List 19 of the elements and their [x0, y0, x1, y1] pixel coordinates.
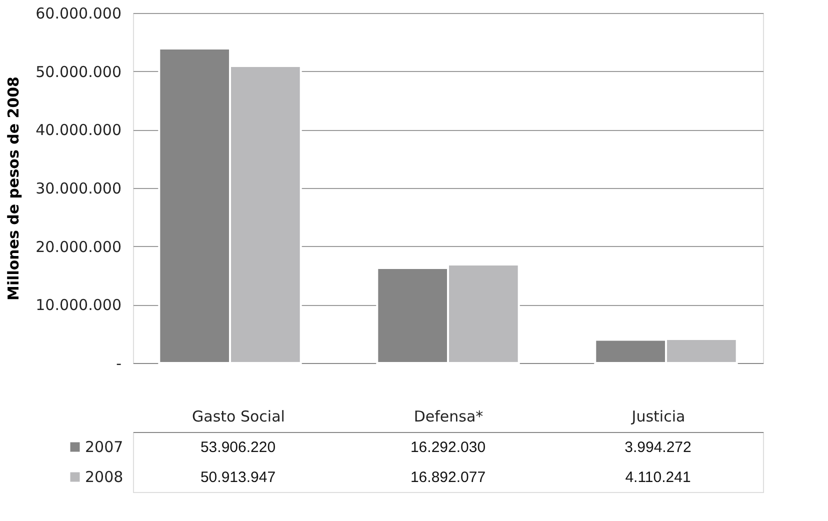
- data-label: 3.994.272: [624, 439, 692, 456]
- data-label: 4.110.241: [625, 469, 691, 486]
- legend-label: 2008: [85, 468, 124, 486]
- x-tick-label: Gasto Social: [192, 408, 285, 426]
- y-tick-label: 60.000.000: [36, 4, 122, 22]
- y-tick-label: -: [116, 354, 122, 372]
- y-tick-label: 40.000.000: [36, 121, 122, 140]
- y-axis-title: Millones de pesos de 2008: [4, 76, 23, 300]
- data-label: 16.292.030: [410, 439, 486, 456]
- y-tick-label: 20.000.000: [36, 238, 122, 256]
- x-tick-label: Justicia: [630, 408, 686, 426]
- y-tick-label: 10.000.000: [36, 296, 122, 314]
- legend-label: 2007: [85, 438, 124, 456]
- y-tick-label: 30.000.000: [36, 180, 122, 198]
- data-label: 16.892.077: [410, 469, 486, 486]
- y-tick-label: 50.000.000: [36, 62, 122, 81]
- data-label: 50.913.947: [200, 469, 276, 486]
- x-tick-label: Defensa*: [414, 408, 484, 426]
- data-label: 53.906.220: [200, 439, 276, 456]
